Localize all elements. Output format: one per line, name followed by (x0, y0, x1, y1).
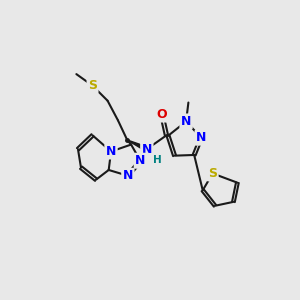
Text: N: N (106, 145, 116, 158)
Text: H: H (153, 154, 162, 165)
Text: O: O (157, 108, 167, 121)
Text: N: N (142, 143, 152, 156)
Polygon shape (127, 140, 148, 151)
Text: N: N (196, 131, 206, 144)
Text: N: N (181, 115, 191, 128)
Text: N: N (123, 169, 133, 182)
Text: N: N (135, 154, 146, 167)
Text: S: S (88, 79, 97, 92)
Text: S: S (208, 167, 217, 180)
